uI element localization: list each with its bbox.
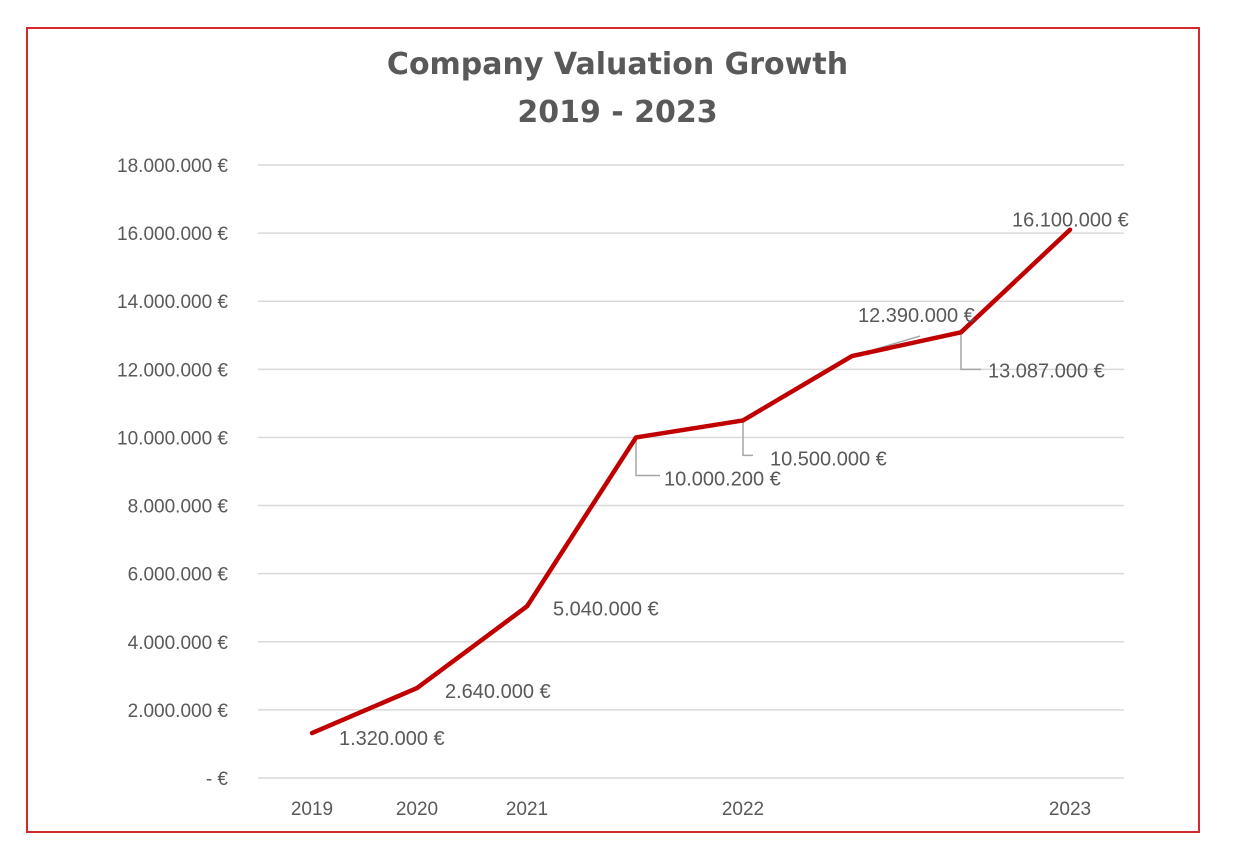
x-axis-ticks: 2019 2020 2021 2022 2023 [291,799,1091,820]
y-tick-label: 10.000.000 € [117,428,228,449]
data-label: 13.087.000 € [988,360,1105,382]
y-tick-label: 4.000.000 € [128,633,229,654]
series-line [309,227,1073,736]
x-tick-label: 2019 [291,799,333,820]
x-tick-label: 2021 [506,799,548,820]
y-tick-label: 14.000.000 € [117,292,228,313]
y-tick-label: 2.000.000 € [128,701,229,722]
y-tick-label: 8.000.000 € [128,497,229,518]
chart-subtitle: 2019 - 2023 [517,95,718,130]
y-tick-label: - € [206,769,229,790]
x-tick-label: 2022 [722,799,764,820]
label-leader-line [742,420,753,457]
x-tick-label: 2020 [396,799,438,820]
y-tick-label: 6.000.000 € [128,565,229,586]
data-label: 10.000.200 € [664,468,781,490]
data-label: 2.640.000 € [445,681,551,703]
label-leader-line [960,332,981,371]
y-tick-label: 18.000.000 € [117,156,228,177]
label-leader-line [635,437,660,477]
y-tick-label: 16.000.000 € [117,224,228,245]
series-line-group [309,227,1073,736]
x-tick-label: 2023 [1049,799,1091,820]
data-label: 5.040.000 € [553,598,659,620]
y-tick-label: 12.000.000 € [117,360,228,381]
chart-title: Company Valuation Growth [386,47,849,82]
data-labels: 1.320.000 € 2.640.000 € 5.040.000 € 10.000.… [339,210,1129,750]
y-axis-ticks: - € 2.000.000 € 4.000.000 € 6.000.000 € 8.00… [117,156,228,790]
gridlines [258,164,1124,779]
data-label: 16.100.000 € [1012,210,1129,232]
data-label: 1.320.000 € [339,728,445,750]
label-leader-lines [635,332,981,477]
chart-frame [26,27,1200,833]
data-label: 12.390.000 € [858,305,975,327]
data-label: 10.500.000 € [770,448,887,470]
